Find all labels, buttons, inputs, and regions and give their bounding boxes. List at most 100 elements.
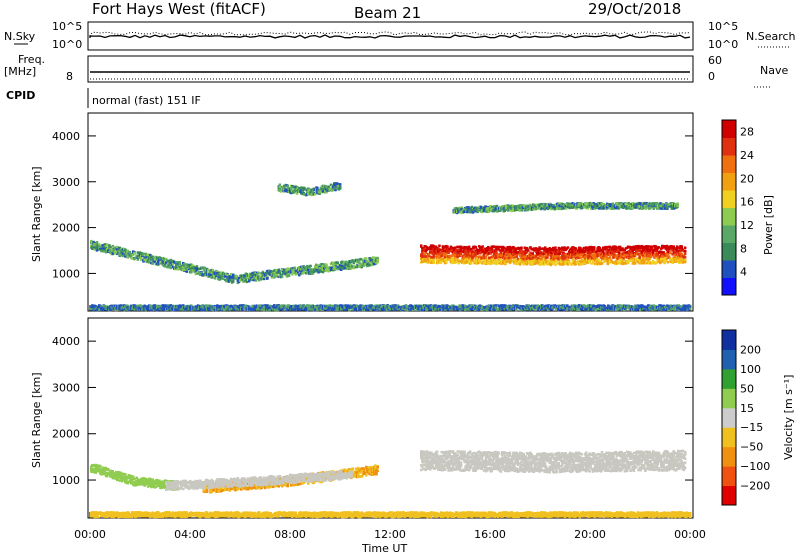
cpid-text: normal (fast) 151 IF <box>92 94 201 107</box>
echo-cell <box>140 259 143 262</box>
echo-cell <box>627 262 630 265</box>
echo-cell <box>232 280 235 283</box>
echo-cell <box>670 246 673 249</box>
nave-tick-top: 60 <box>708 54 722 67</box>
echo-cell <box>537 304 540 307</box>
echo-cell <box>650 256 653 259</box>
echo-cell <box>592 262 595 265</box>
echo-cell <box>643 258 646 261</box>
echo-cell <box>566 304 569 307</box>
echo-cell <box>538 246 541 249</box>
nave-label: Nave <box>760 64 788 77</box>
echo-cell <box>496 261 499 264</box>
echo-cell <box>103 250 106 253</box>
echo-cell <box>544 252 547 255</box>
echo-cell <box>236 275 239 278</box>
echo-cell <box>503 247 506 250</box>
echo-cell <box>204 267 207 270</box>
echo-cell <box>365 257 368 260</box>
y-tick-label: 2000 <box>52 222 80 235</box>
echo-cell <box>541 256 544 259</box>
noise-sky-label: N.Sky <box>4 30 36 43</box>
echo-cell <box>230 273 233 276</box>
panel-frame <box>88 113 693 311</box>
echo-cell <box>568 261 571 264</box>
echo-cell <box>660 251 663 254</box>
echo-cell <box>615 246 618 249</box>
echo-cell <box>190 271 193 274</box>
echo-cell <box>346 261 349 264</box>
echo-cell <box>433 245 436 248</box>
echo-cell <box>131 257 134 260</box>
echo-cell <box>609 256 612 259</box>
echo-cell <box>458 260 461 263</box>
radar-title: Fort Hays West (fitACF) <box>92 0 266 18</box>
noise-search-label: N.Search <box>746 30 796 43</box>
echo-cell <box>266 277 269 280</box>
echo-cell <box>684 253 687 256</box>
echo-cell <box>649 245 652 248</box>
echo-cell <box>682 261 685 264</box>
echo-cell <box>684 256 687 259</box>
echo-cell <box>667 261 670 264</box>
noise-sky-trace <box>90 35 690 38</box>
noise-traces <box>90 32 690 38</box>
echo-cell <box>133 252 136 255</box>
echo-cell <box>478 308 481 311</box>
echo-cell <box>458 262 461 265</box>
echo-cell <box>165 304 168 307</box>
echo-cell <box>619 246 622 249</box>
echo-cell <box>652 252 655 255</box>
echo-cell <box>486 250 489 253</box>
echo-cell <box>488 257 491 260</box>
echo-cell <box>570 262 573 265</box>
echo-cell <box>468 247 471 250</box>
echo-cell <box>663 254 666 257</box>
echo-cell <box>126 250 128 253</box>
echo-cell <box>433 259 436 262</box>
echo-cell <box>577 260 580 263</box>
echo-cell <box>450 255 453 258</box>
echo-cell <box>634 262 637 265</box>
echo-cell <box>462 259 465 262</box>
noise-tick-right-bottom: 10^0 <box>708 38 738 51</box>
echo-cell <box>123 253 126 256</box>
echo-cell <box>513 258 516 261</box>
echo-cell <box>332 262 335 265</box>
echo-cell <box>156 257 159 260</box>
echo-cell <box>315 264 318 267</box>
echo-cell <box>550 264 553 267</box>
echo-cell <box>510 249 513 252</box>
echo-cell <box>529 252 532 255</box>
noise-tick-left-bottom: 10^0 <box>52 38 82 51</box>
echo-cell <box>337 262 340 265</box>
echo-cell <box>460 250 463 253</box>
echo-cell <box>485 256 488 259</box>
echo-cell <box>586 261 589 264</box>
echo-cell <box>684 250 687 253</box>
echo-cell <box>532 252 535 255</box>
echo-cell <box>292 272 295 275</box>
echo-cell <box>607 261 610 264</box>
echo-cell <box>506 260 509 263</box>
echo-cell <box>112 252 115 255</box>
echo-cell <box>554 246 557 249</box>
echo-cell <box>201 273 204 276</box>
echo-cell <box>684 247 687 250</box>
echo-cell <box>557 262 560 265</box>
echo-cell <box>207 269 210 272</box>
echo-cell <box>427 247 430 250</box>
echo-cell <box>333 268 336 271</box>
echo-cell <box>677 247 680 250</box>
echo-cell <box>546 263 549 266</box>
echo-cell <box>658 246 661 249</box>
echo-cell <box>643 261 646 264</box>
echo-cell <box>438 245 441 248</box>
echo-cell <box>303 271 306 274</box>
echo-cell <box>549 247 552 250</box>
echo-cell <box>196 265 199 268</box>
echo-cell <box>340 308 343 311</box>
freq-unit-label: [MHz] <box>4 65 36 78</box>
echo-cell <box>479 261 482 264</box>
